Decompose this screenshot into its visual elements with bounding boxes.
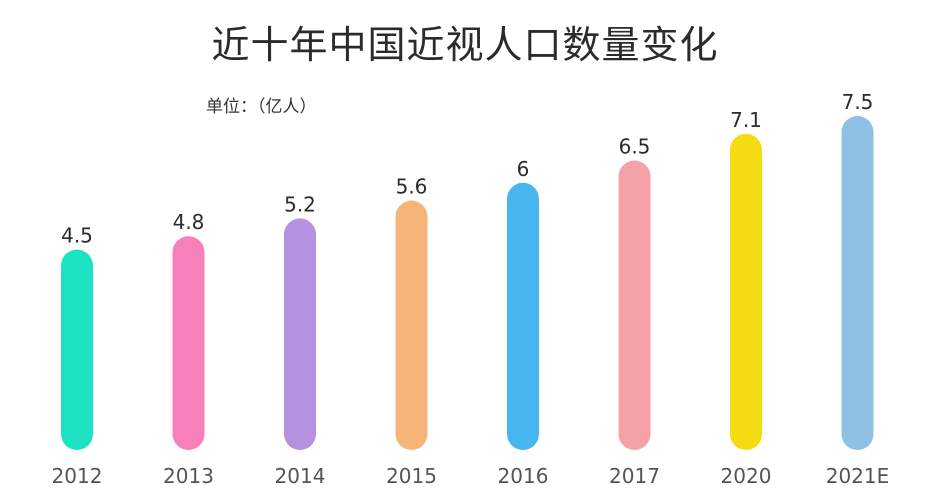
bar-2012 (61, 249, 93, 450)
chart-title: 近十年中国近视人口数量变化 (211, 23, 719, 67)
value-label-2016: 6 (517, 157, 530, 181)
bar-2021E (841, 116, 874, 450)
unit-label: 单位：（亿人） (206, 97, 317, 117)
value-label-2021E: 7.5 (842, 90, 874, 114)
x-tick-label-2017: 2017 (609, 464, 660, 488)
bar-2015 (395, 200, 428, 450)
value-label-2017: 6.5 (619, 135, 651, 159)
value-label-2013: 4.8 (173, 210, 205, 234)
bar-2017 (618, 160, 651, 451)
x-tick-label-2012: 2012 (52, 464, 103, 488)
x-tick-label-2014: 2014 (275, 464, 326, 488)
value-label-2014: 5.2 (284, 192, 316, 216)
bar-2020 (730, 133, 762, 450)
bar-2016 (507, 182, 539, 451)
x-tick-label-2020: 2020 (721, 464, 772, 488)
x-tick-label-2021E: 2021E (826, 464, 890, 488)
x-tick-label-2016: 2016 (498, 464, 549, 488)
value-label-2012: 4.5 (61, 224, 93, 248)
x-tick-label-2015: 2015 (386, 464, 437, 488)
bar-2013 (172, 236, 205, 450)
bar-2014 (284, 218, 316, 450)
x-tick-label-2013: 2013 (163, 464, 214, 488)
value-label-2020: 7.1 (730, 108, 762, 132)
value-label-2015: 5.6 (396, 175, 428, 199)
